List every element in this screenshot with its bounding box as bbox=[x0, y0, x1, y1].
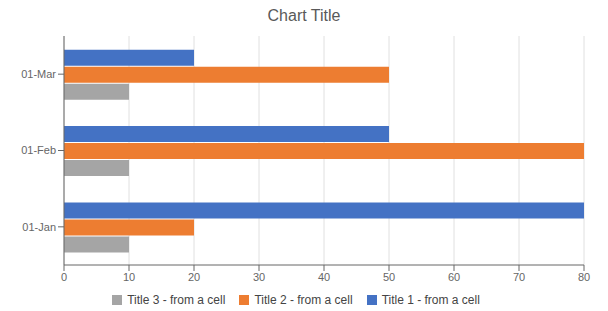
html-text:Title 2 - from a cell: Title 2 - from a cell bbox=[254, 293, 353, 307]
svg-text:01-Jan: 01-Jan bbox=[22, 221, 56, 233]
svg-text:70: 70 bbox=[513, 271, 525, 283]
svg-text:10: 10 bbox=[123, 271, 135, 283]
svg-text:40: 40 bbox=[318, 271, 330, 283]
html-text:Chart Title: Chart Title bbox=[267, 7, 341, 24]
html-text:Title 1 - from a cell: Title 1 - from a cell bbox=[381, 293, 480, 307]
html-text:Title 3 - from a cell: Title 3 - from a cell bbox=[127, 293, 226, 307]
svg-text:0: 0 bbox=[61, 271, 67, 283]
svg-text:80: 80 bbox=[578, 271, 590, 283]
svg-text:20: 20 bbox=[188, 271, 200, 283]
svg-text:01-Feb: 01-Feb bbox=[21, 144, 56, 156]
svg-text:50: 50 bbox=[383, 271, 395, 283]
svg-text:01-Mar: 01-Mar bbox=[21, 68, 56, 80]
svg-text:30: 30 bbox=[253, 271, 265, 283]
svg-text:60: 60 bbox=[448, 271, 460, 283]
